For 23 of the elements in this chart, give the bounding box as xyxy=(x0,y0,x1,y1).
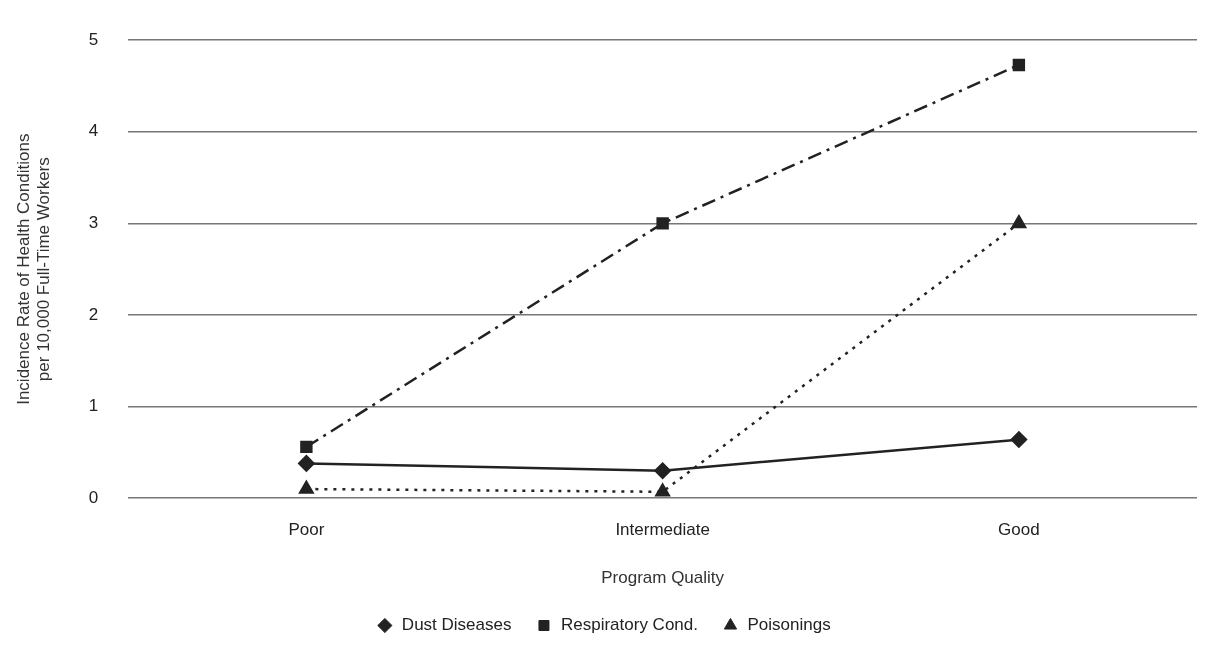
point xyxy=(298,455,315,472)
point xyxy=(656,217,669,230)
y-tick-label: 2 xyxy=(88,304,99,324)
point xyxy=(300,440,313,454)
x-axis-title: Program Quality xyxy=(601,568,725,588)
point xyxy=(654,462,671,479)
point xyxy=(1012,58,1026,72)
x-tick-label: Poor xyxy=(288,520,325,540)
point xyxy=(299,480,314,494)
point xyxy=(1011,215,1027,229)
legend-label: Poisonings xyxy=(747,615,831,635)
legend-label: Respiratory Cond. xyxy=(560,615,698,635)
y-axis-title: Incidence Rate of Health Conditions per 10,000 Full-Time Workers xyxy=(13,133,54,405)
x-tick-label: Good xyxy=(998,520,1040,540)
y-tick-label: 3 xyxy=(88,213,99,233)
point xyxy=(1010,431,1028,448)
y-tick-label: 0 xyxy=(88,487,99,507)
y-tick-label: 4 xyxy=(88,121,99,141)
y-tick-label: 1 xyxy=(88,396,99,416)
legend-label: Dust Diseases xyxy=(401,615,512,635)
point xyxy=(655,483,670,497)
y-tick-label: 5 xyxy=(88,29,99,49)
x-tick-label: Intermediate xyxy=(615,520,710,540)
